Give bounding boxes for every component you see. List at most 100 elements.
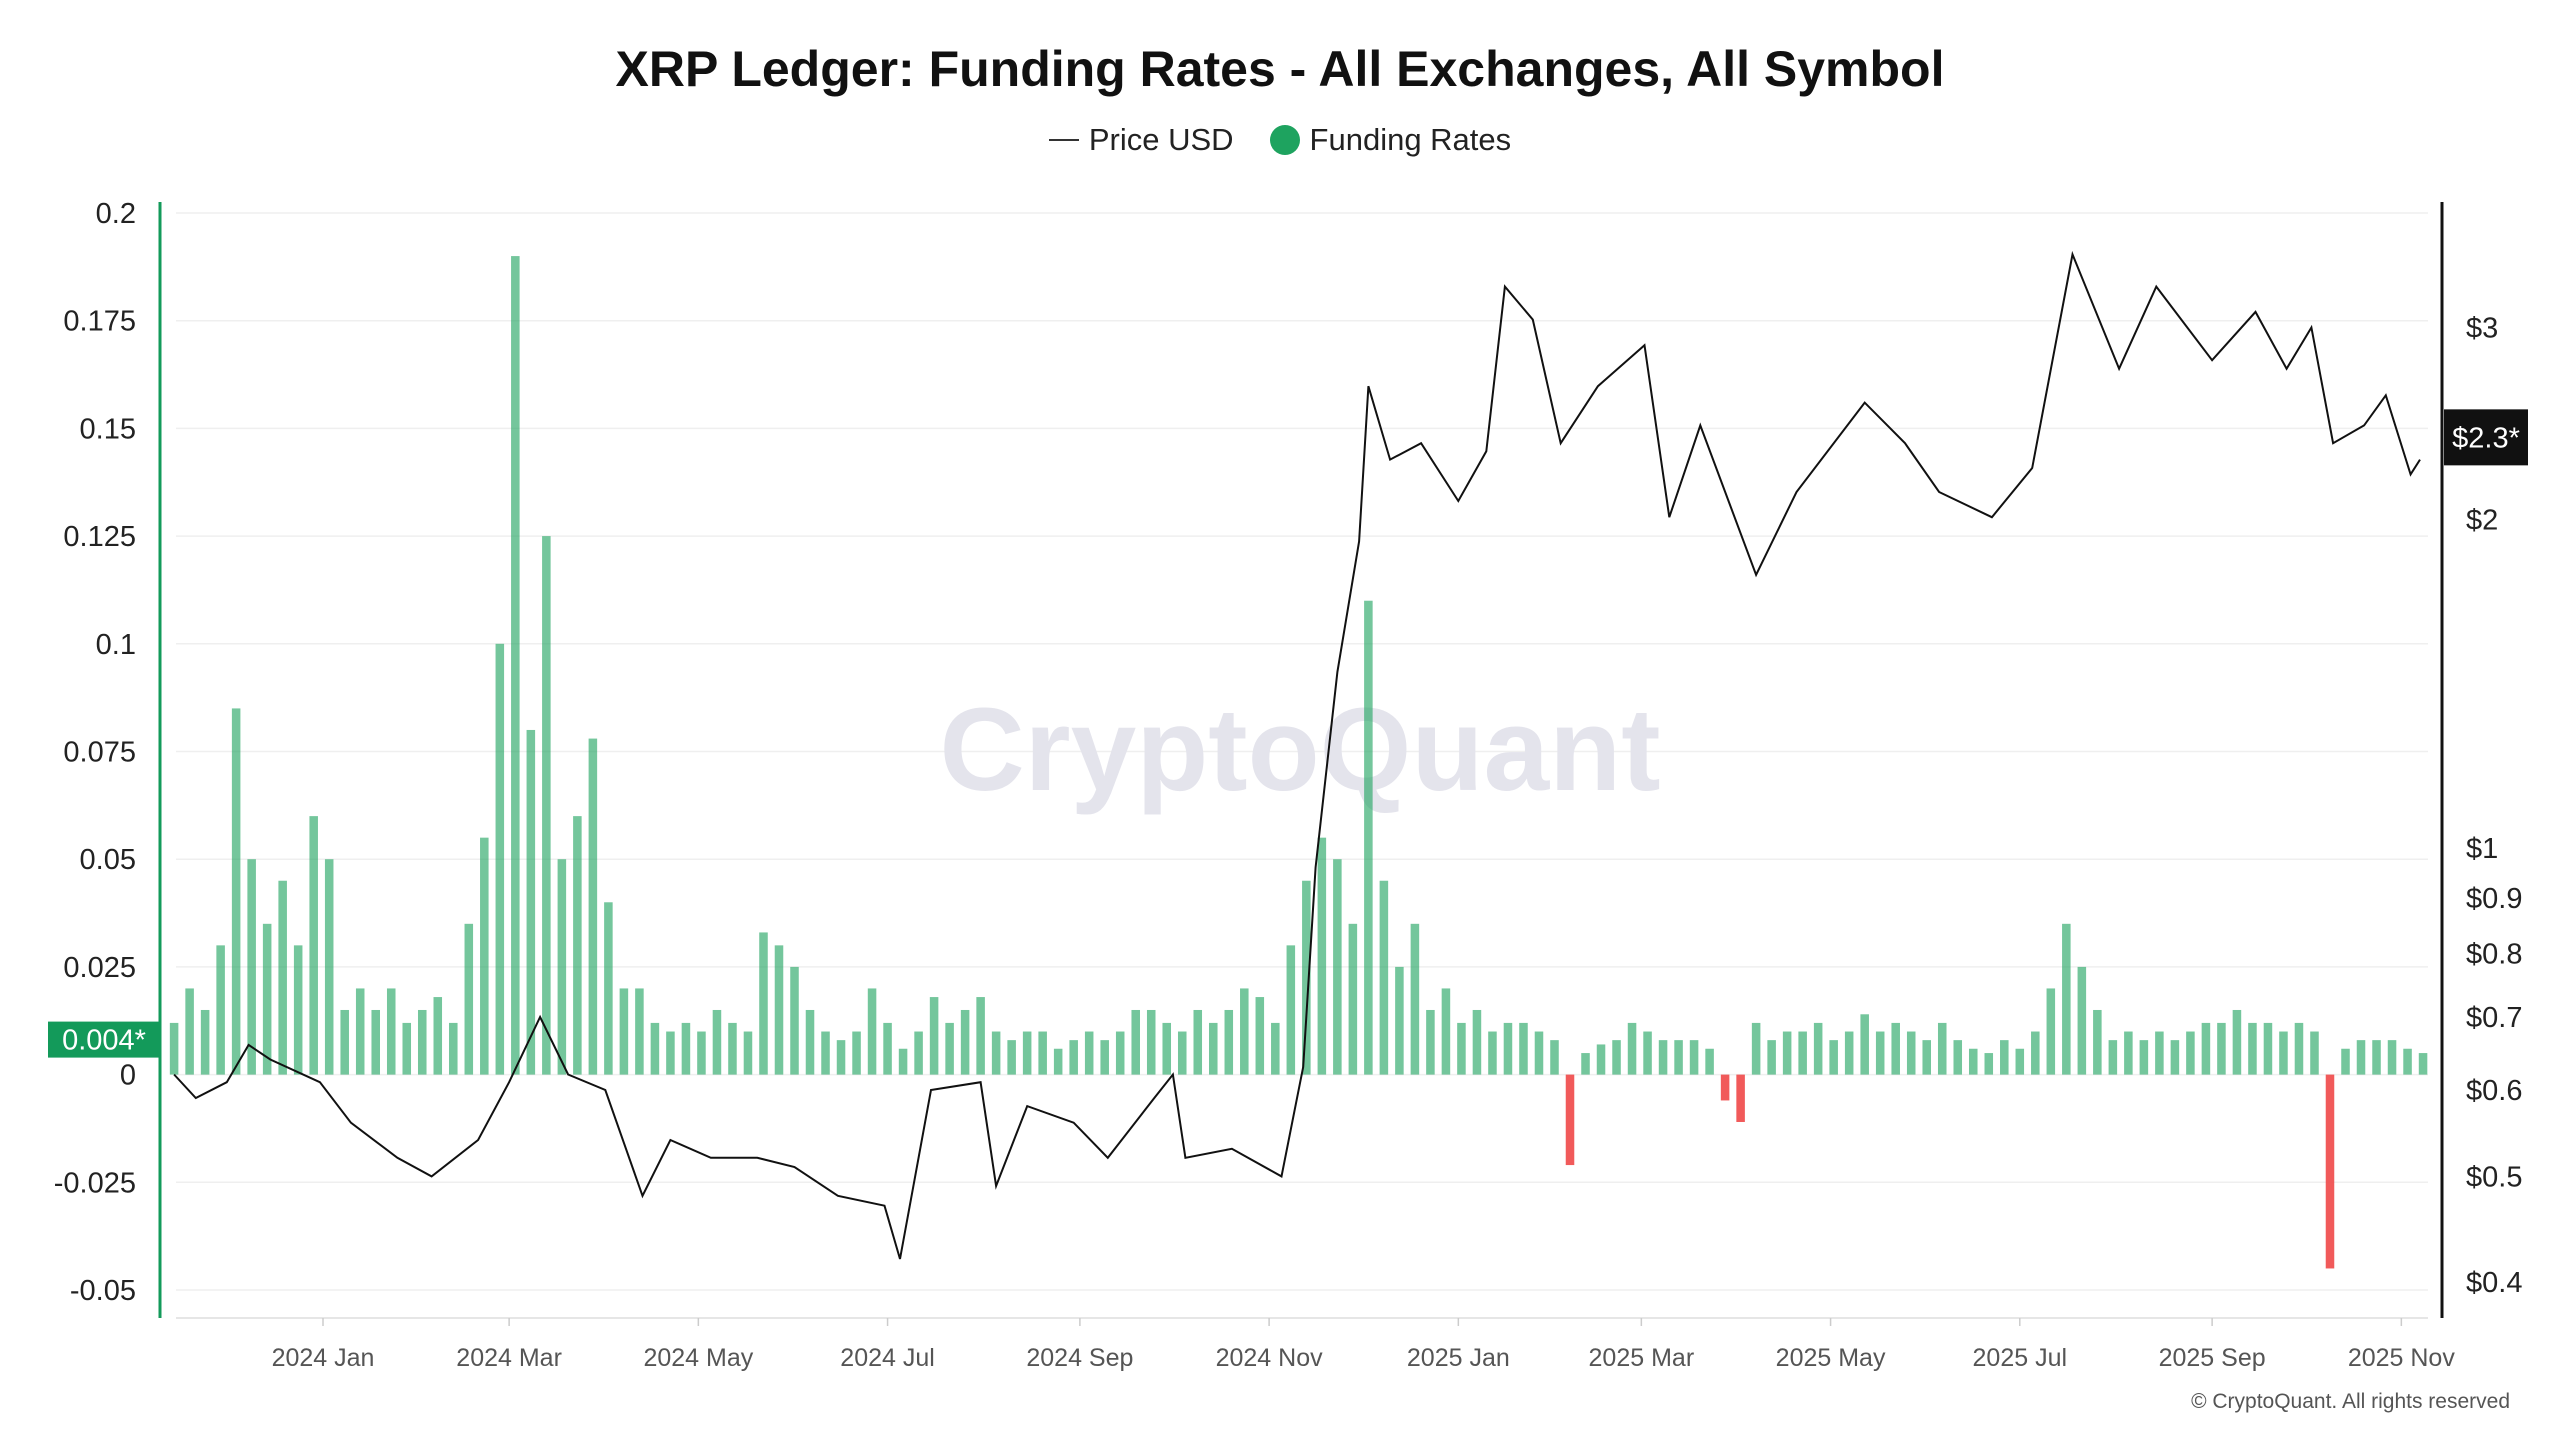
funding-bar [2263,1022,2273,1075]
funding-bar [1395,966,1404,1075]
left-tick-label: 0.2 [96,198,136,230]
funding-bar [2294,1022,2304,1075]
funding-bar [1038,1031,1047,1075]
funding-bar [2403,1048,2412,1075]
funding-bar [867,988,877,1075]
funding-bar [293,945,303,1075]
right-tick-label: $0.4 [2466,1267,2522,1299]
watermark: CryptoQuant [939,684,1660,816]
funding-bar [1410,923,1420,1075]
funding-bar [1146,1009,1156,1075]
left-tick-label: 0.075 [63,737,136,769]
funding-bar [1891,1022,1900,1075]
funding-bar [2062,923,2071,1075]
funding-bar [960,1009,970,1075]
funding-bar [604,902,613,1075]
funding-bar [2093,1009,2102,1075]
funding-bar [1751,1022,1761,1075]
funding-bar [1193,1009,1203,1075]
legend-item-funding[interactable]: Funding Rates [1269,122,1511,158]
funding-bar [1317,837,1327,1075]
dot-swatch-icon [1269,125,1300,155]
funding-bar [1379,880,1389,1075]
left-tick-label: -0.025 [54,1167,136,1199]
funding-bar [1100,1040,1109,1075]
funding-bar [759,932,768,1075]
funding-bar [480,837,489,1075]
funding-bar [511,256,520,1075]
funding-bar [945,1022,954,1075]
right-tick-label: $2 [2466,505,2498,537]
price-line [173,250,2421,1260]
x-tick-label: 2024 Jan [272,1344,375,1372]
funding-bar [1209,1022,1218,1075]
right-tick-label: $0.9 [2466,883,2522,915]
funding-bar [1829,1040,1838,1075]
funding-bar [1922,1040,1931,1075]
legend-item-price[interactable]: Price USD [1048,122,1234,158]
funding-bar [1643,1031,1652,1075]
funding-bar [1658,1040,1668,1075]
funding-bar [231,708,241,1075]
x-tick-label: 2024 Jul [840,1344,935,1372]
funding-bar [1348,923,1358,1075]
funding-bar [1581,1053,1590,1075]
funding-bar [883,1022,892,1075]
funding-bar [743,1031,753,1075]
funding-bar [1953,1040,1963,1075]
funding-bar [340,1009,349,1075]
right-tick-label: $3 [2466,312,2498,344]
funding-bar [1720,1074,1730,1101]
funding-bar [495,643,505,1075]
funding-bar [1550,1040,1559,1075]
funding-bar [433,997,443,1075]
funding-bar [526,729,536,1075]
funding-bar [464,923,474,1075]
funding-bar [1519,1022,1528,1075]
current-funding-badge [48,1021,160,1058]
funding-bar [774,945,784,1075]
funding-bar [1488,1031,1497,1075]
funding-bar [247,859,256,1075]
funding-bar [1689,1040,1699,1075]
funding-bar [1813,1022,1823,1075]
left-tick-label: 0.1 [96,629,136,661]
funding-bar [1302,880,1311,1075]
funding-bar [1612,1040,1621,1075]
funding-bar [278,880,287,1075]
left-tick-label: -0.05 [70,1275,136,1307]
funding-bar [1441,988,1451,1075]
right-tick-label: $1 [2466,833,2498,865]
funding-bar [836,1040,846,1075]
funding-bar [2000,1040,2009,1075]
left-tick-label: 0.175 [63,306,136,338]
legend-price-label: Price USD [1088,122,1234,157]
current-price-label: $2.3* [2452,422,2520,454]
funding-bar [1333,859,1342,1075]
funding-bar [991,1031,1001,1075]
funding-bar [2139,1040,2149,1075]
funding-bar [2015,1048,2025,1075]
funding-bar [805,1009,815,1075]
funding-bar [1736,1074,1745,1122]
left-tick-label: 0.125 [63,521,136,553]
x-tick-label: 2025 Jul [1973,1344,2068,1372]
right-tick-label: $0.8 [2466,939,2522,971]
funding-bar [929,997,939,1075]
right-tick-label: $0.6 [2466,1075,2522,1107]
x-tick-label: 2025 May [1776,1344,1886,1372]
funding-bar [1534,1031,1544,1075]
funding-bar [309,816,318,1075]
funding-bar [200,1009,210,1075]
funding-bar [1565,1074,1575,1166]
left-tick-label: 0.025 [63,952,136,984]
funding-bar [728,1022,737,1075]
funding-bar [169,1022,179,1075]
funding-bar [681,1022,691,1075]
x-tick-label: 2025 Nov [2348,1344,2456,1372]
funding-bar [1937,1022,1947,1075]
funding-bar [1271,1022,1280,1075]
funding-bar [1131,1009,1140,1075]
funding-bar [2186,1031,2195,1075]
x-tick-label: 2025 Jan [1407,1344,1510,1372]
